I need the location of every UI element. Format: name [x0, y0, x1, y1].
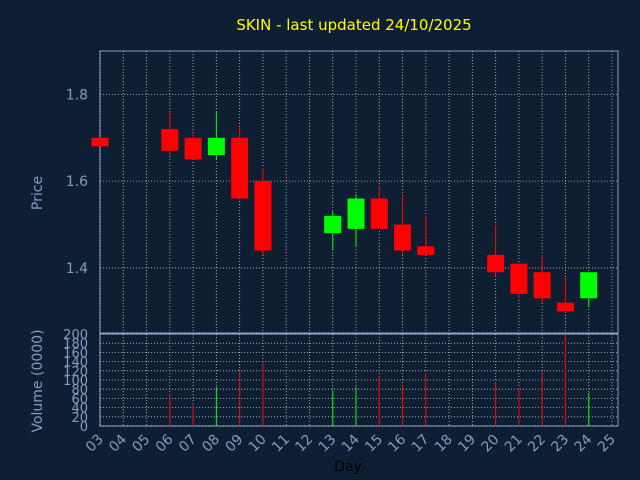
volume-tick-label: 80 — [71, 383, 88, 398]
price-tick-label: 1.4 — [66, 261, 88, 277]
candle-body — [580, 272, 598, 299]
x-tick-label: 09 — [223, 432, 247, 456]
x-tick-label: 08 — [199, 432, 223, 456]
volume-tick-label: 60 — [71, 392, 88, 407]
x-axis: 03 04 05 06 07 08 09 10 11 12 13 14 15 16 17 18 19 20 21 22… — [83, 431, 619, 455]
volume-axis-label: Volume (0000) — [30, 329, 46, 432]
price-panel: 1.4 1.6 1.8 — [66, 50, 619, 334]
candle-body — [417, 246, 435, 255]
x-tick-label: 13 — [316, 432, 340, 456]
price-axis-label: Price — [30, 176, 46, 210]
volume-tick-label: 100 — [63, 374, 88, 389]
volume-tick-label: 180 — [63, 337, 88, 352]
x-tick-label: 23 — [548, 432, 572, 456]
candle-body — [533, 272, 551, 299]
candle-body — [161, 129, 179, 151]
candle-body — [394, 224, 412, 251]
volume-tick-label: 20 — [71, 411, 88, 426]
x-tick-label: 19 — [455, 432, 479, 456]
price-tick-label: 1.6 — [66, 174, 88, 190]
candle-body — [556, 302, 574, 312]
chart-title: SKIN - last updated 24/10/2025 — [236, 16, 471, 34]
x-tick-label: 05 — [129, 432, 153, 456]
volume-tick-label: 40 — [71, 402, 88, 417]
volume-tick-label: 0 — [80, 420, 88, 435]
candle-body — [370, 198, 388, 229]
x-tick-label: 25 — [595, 432, 619, 456]
x-tick-label: 03 — [83, 432, 107, 456]
candle-body — [347, 198, 365, 229]
x-tick-label: 06 — [153, 431, 177, 455]
candle-body — [184, 137, 202, 160]
x-axis-label: Day — [334, 459, 362, 475]
volume-tick-label: 200 — [63, 328, 88, 343]
price-tick-label: 1.8 — [66, 87, 88, 103]
x-tick-label: 17 — [409, 432, 433, 456]
x-tick-label: 15 — [362, 432, 386, 456]
volume-tick-label: 120 — [63, 365, 88, 380]
x-tick-label: 07 — [176, 432, 200, 456]
candle-body — [231, 137, 249, 199]
candle-body — [207, 137, 225, 156]
volume-tick-label: 160 — [63, 346, 88, 361]
x-tick-label: 22 — [525, 432, 549, 456]
x-tick-label: 16 — [385, 431, 409, 455]
x-tick-label: 24 — [572, 431, 596, 455]
x-tick-label: 21 — [502, 432, 526, 456]
candle-body — [254, 181, 272, 251]
x-tick-label: 04 — [106, 431, 130, 455]
volume-tick-label: 140 — [63, 356, 88, 371]
x-tick-label: 18 — [432, 432, 456, 456]
candle-body — [91, 137, 109, 147]
x-tick-label: 12 — [292, 432, 316, 456]
x-tick-label: 14 — [339, 431, 363, 455]
x-tick-label: 20 — [479, 432, 503, 456]
candle-body — [487, 254, 505, 273]
x-tick-label: 10 — [246, 432, 270, 456]
candle-body — [324, 215, 342, 234]
candle-body — [510, 263, 528, 294]
x-tick-label: 11 — [269, 432, 293, 456]
